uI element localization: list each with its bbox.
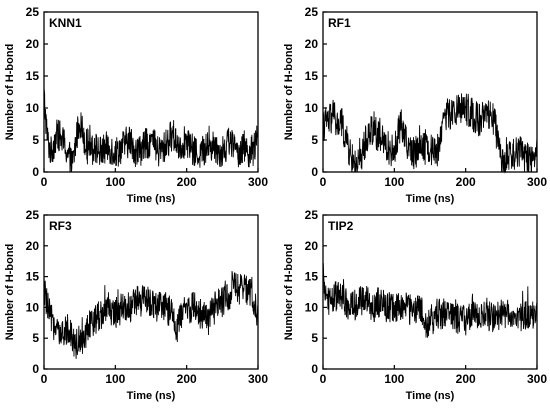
y-tick-label: 5 — [311, 133, 318, 147]
x-axis-label: Time (ns) — [406, 193, 455, 205]
y-tick-label: 20 — [305, 37, 319, 51]
y-tick-label: 20 — [305, 239, 319, 253]
series-line-rf3 — [43, 271, 259, 359]
y-axis-label: Number of H-bond — [283, 244, 295, 341]
y-tick-label: 25 — [26, 5, 40, 19]
x-tick-label: 300 — [527, 175, 547, 189]
y-tick-label: 15 — [305, 69, 319, 83]
plot-frame-rf3 — [43, 214, 259, 370]
series-line-tip2 — [322, 263, 538, 338]
x-tick-label: 100 — [384, 372, 404, 386]
y-tick-label: 25 — [305, 208, 319, 222]
series-line-knn1 — [43, 88, 259, 173]
y-tick-label: 0 — [311, 362, 318, 376]
x-tick-label: 0 — [41, 372, 48, 386]
panel-title: RF3 — [49, 219, 72, 233]
y-tick-label: 0 — [32, 362, 39, 376]
panel-title: KNN1 — [49, 16, 82, 30]
panel-knn1: 0 5 10 15 20 25 0 100 200 300 KNN1 Time (ns) Number … — [4, 5, 268, 205]
x-tick-label: 0 — [41, 175, 48, 189]
x-tick-label: 0 — [320, 175, 327, 189]
y-tick-label: 5 — [32, 331, 39, 345]
y-tick-label: 10 — [26, 101, 40, 115]
x-axis-label: Time (ns) — [127, 193, 176, 205]
y-tick-label: 20 — [26, 37, 40, 51]
x-tick-label: 0 — [320, 372, 327, 386]
plot-frame-knn1 — [43, 11, 259, 173]
x-tick-label: 200 — [177, 175, 197, 189]
plot-frame-tip2 — [322, 214, 538, 370]
y-tick-label: 10 — [305, 300, 319, 314]
series-line-rf1 — [322, 93, 538, 174]
y-tick-label: 10 — [305, 101, 319, 115]
y-tick-label: 25 — [26, 208, 40, 222]
plot-frame-rf1 — [322, 11, 538, 173]
panel-rf3: 0 5 10 15 20 25 0 100 200 300 RF3 Time (ns) Number o… — [4, 208, 268, 402]
y-tick-label: 25 — [305, 5, 319, 19]
y-tick-label: 15 — [26, 69, 40, 83]
y-tick-label: 15 — [305, 270, 319, 284]
x-tick-label: 200 — [177, 372, 197, 386]
y-axis-label: Number of H-bond — [4, 44, 16, 141]
y-tick-label: 0 — [311, 165, 318, 179]
x-tick-label: 200 — [456, 175, 476, 189]
panel-title: TIP2 — [328, 219, 354, 233]
x-tick-label: 100 — [105, 175, 125, 189]
panel-title: RF1 — [328, 16, 351, 30]
x-tick-label: 100 — [105, 372, 125, 386]
y-tick-label: 20 — [26, 239, 40, 253]
x-tick-label: 300 — [527, 372, 547, 386]
x-tick-label: 300 — [248, 372, 268, 386]
y-tick-label: 15 — [26, 270, 40, 284]
panel-rf1: 0 5 10 15 20 25 0 100 200 300 RF1 Time (ns) Number o… — [283, 5, 547, 205]
y-tick-label: 10 — [26, 300, 40, 314]
x-tick-label: 200 — [456, 372, 476, 386]
x-axis-label: Time (ns) — [406, 390, 455, 402]
x-axis-label: Time (ns) — [127, 390, 176, 402]
y-axis-label: Number of H-bond — [4, 244, 16, 341]
panel-tip2: 0 5 10 15 20 25 0 100 200 300 TIP2 Time (ns) Number … — [283, 208, 547, 402]
y-tick-label: 5 — [311, 331, 318, 345]
y-axis-label: Number of H-bond — [283, 44, 295, 141]
x-tick-label: 300 — [248, 175, 268, 189]
y-tick-label: 5 — [32, 133, 39, 147]
x-tick-label: 100 — [384, 175, 404, 189]
y-tick-label: 0 — [32, 165, 39, 179]
